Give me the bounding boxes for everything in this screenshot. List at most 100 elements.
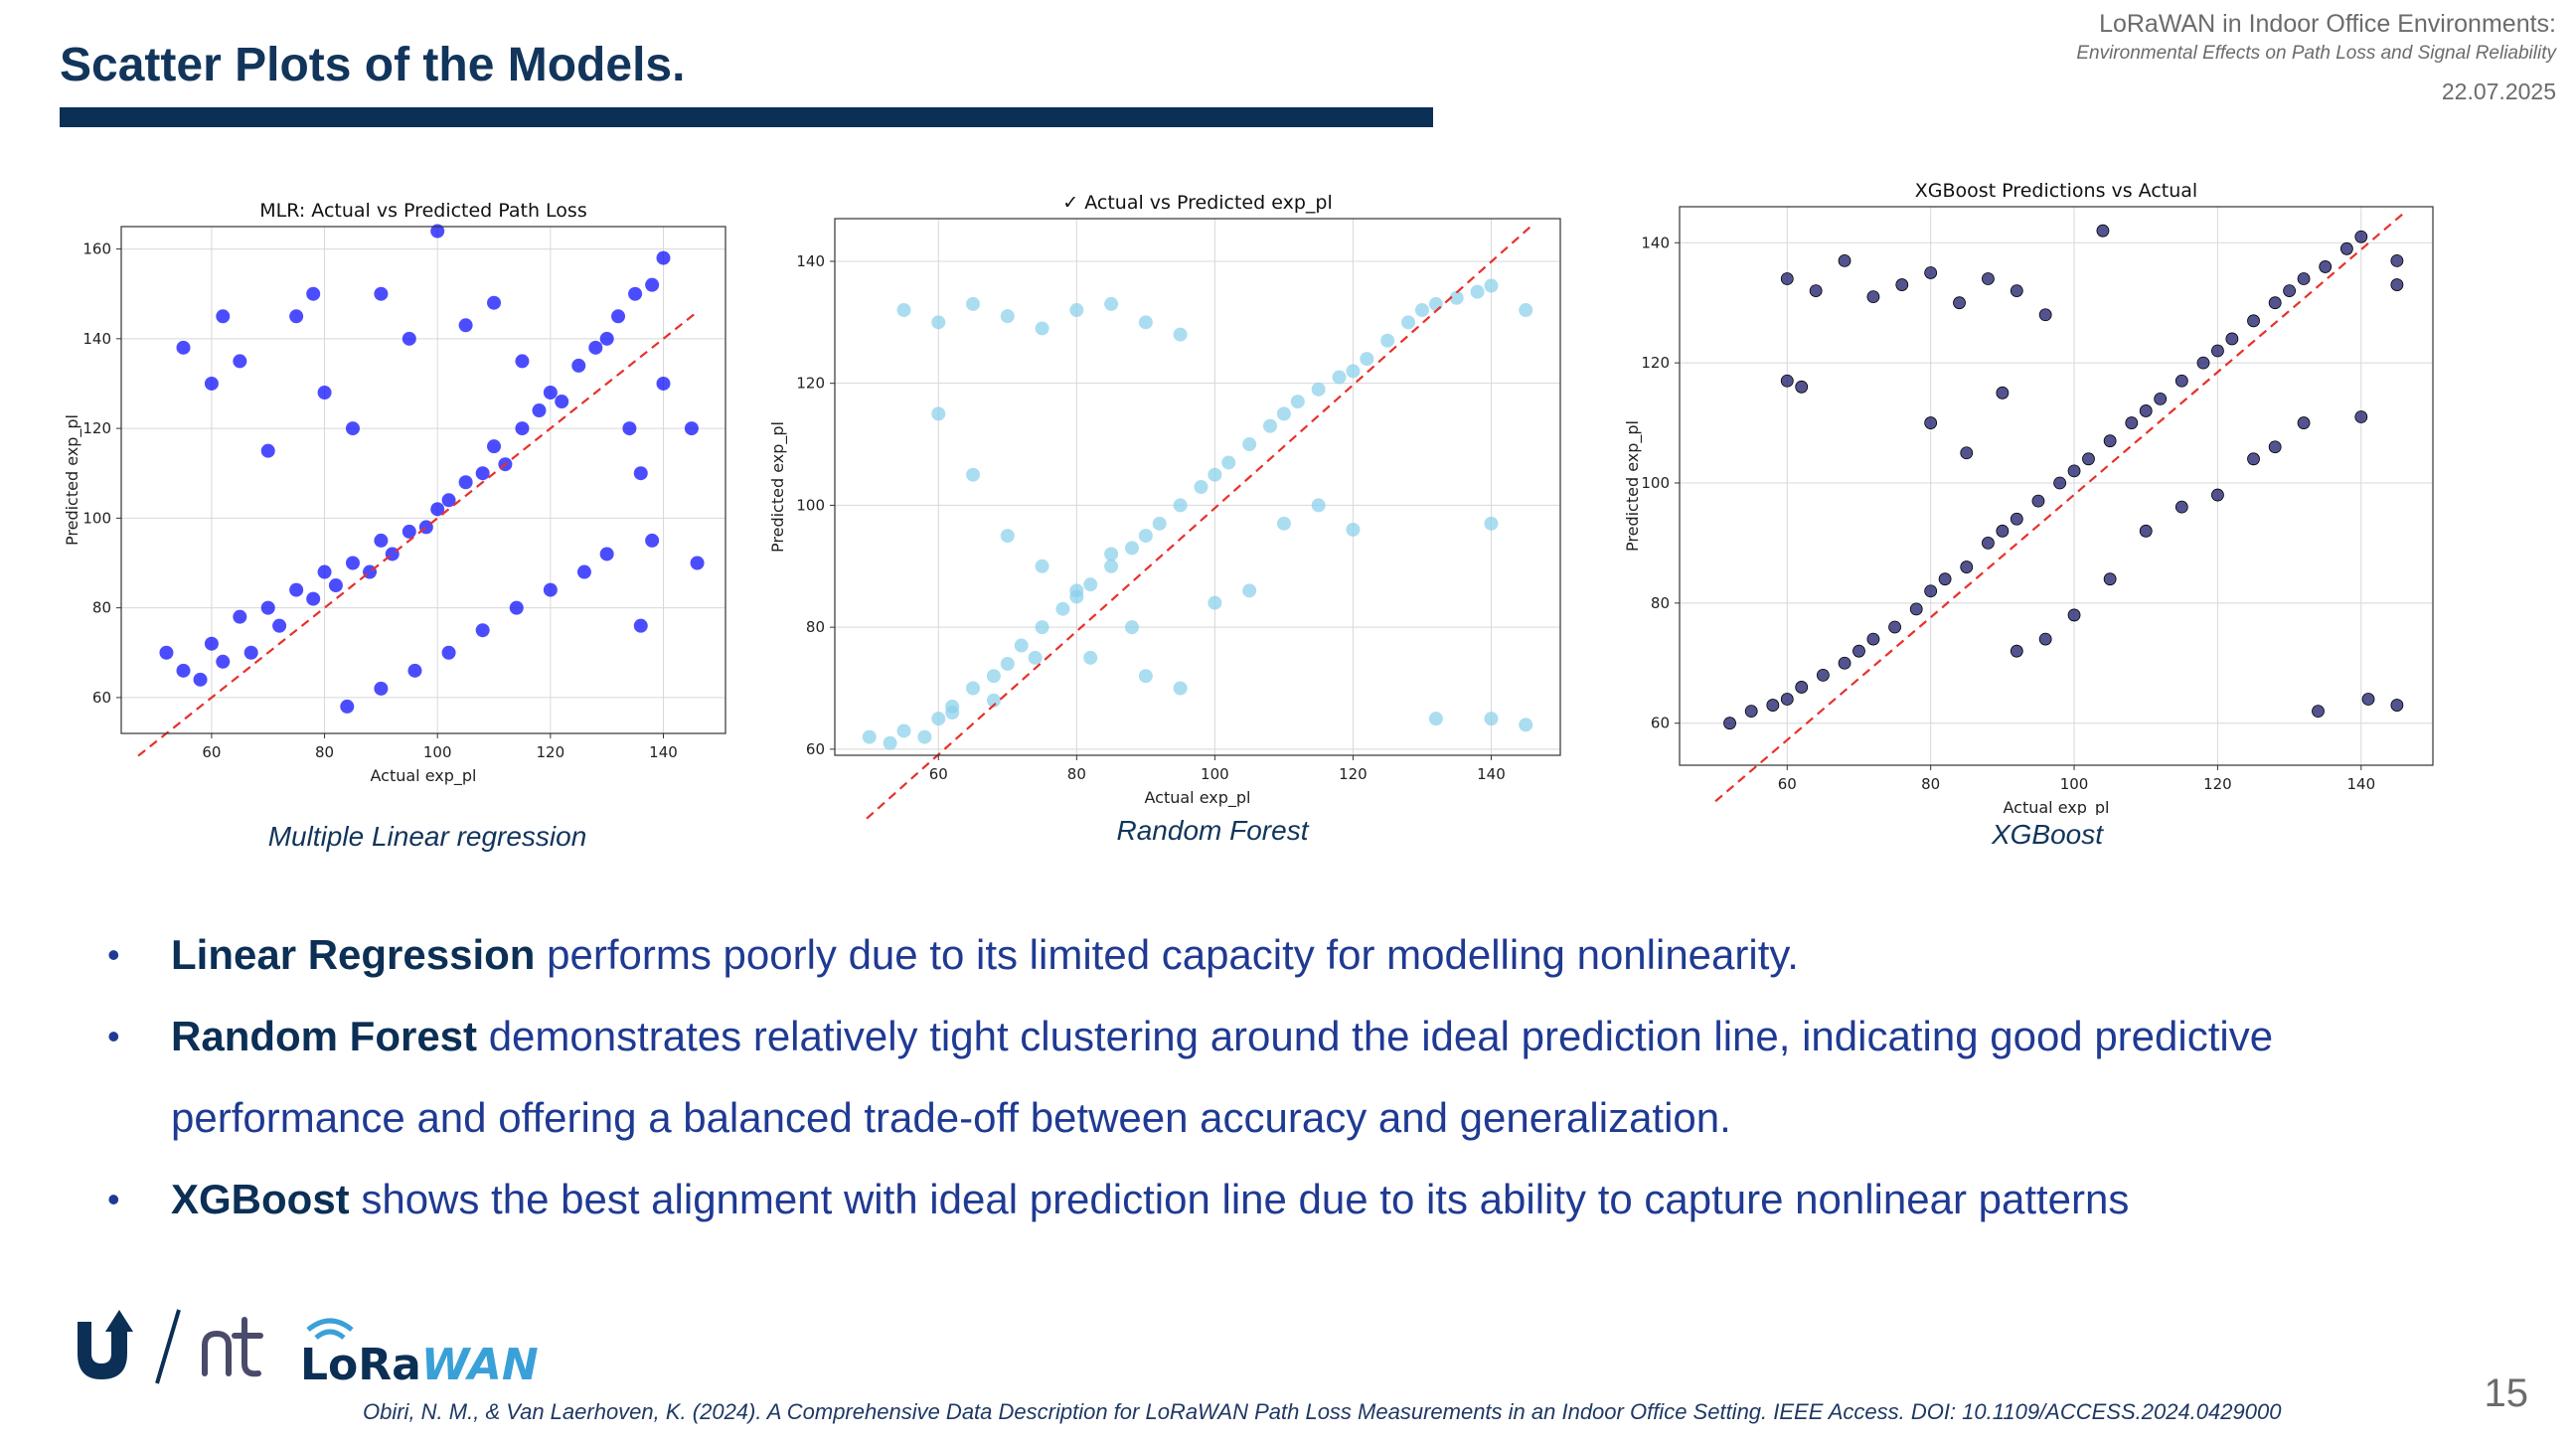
chart-svg: 60 80 100 120 140 60 80 100 120 140 160 MLR: Actual… (63, 200, 726, 786)
y-tick-label: 100 (1641, 474, 1670, 492)
scatter-point (2390, 278, 2404, 291)
scatter-point (2354, 410, 2368, 423)
scatter-point (374, 286, 389, 301)
scatter-point (555, 395, 569, 409)
scatter-point (2010, 644, 2023, 658)
scatter-point (1996, 524, 2010, 538)
scatter-point (1960, 561, 1974, 573)
scatter-point (340, 699, 355, 714)
chart-title: MLR: Actual vs Predicted Path Loss (259, 200, 586, 222)
scatter-point (2174, 374, 2188, 388)
scatter-point (931, 712, 946, 726)
bullet-list: • Linear Regression performs poorly due … (99, 914, 2504, 1240)
y-tick-label: 100 (796, 496, 825, 514)
scatter-point (193, 672, 208, 687)
scatter-point (1780, 272, 1794, 285)
scatter-point (2339, 241, 2353, 255)
y-tick-label: 140 (796, 252, 825, 270)
scatter-point (430, 224, 445, 239)
y-tick-label: 80 (92, 599, 111, 617)
x-axis-label: Actual exp_pl (371, 766, 477, 786)
scatter-point (2211, 488, 2224, 502)
scatter-point (1083, 577, 1098, 592)
scatter-point (1960, 446, 1974, 460)
scatter-point (2247, 452, 2260, 466)
scatter-point (1766, 699, 1780, 712)
scatter-point (2103, 572, 2117, 586)
university-logo-icon (78, 1310, 133, 1379)
scatter-point (1000, 656, 1015, 671)
scatter-point (317, 564, 332, 579)
scatter-point (430, 502, 445, 517)
scatter-point (633, 466, 648, 481)
scatter-point (1104, 547, 1119, 561)
scatter-point (1311, 382, 1326, 397)
scatter-point (2038, 632, 2052, 646)
scatter-point (1000, 309, 1015, 324)
scatter-point (458, 318, 473, 333)
plot-frame (120, 226, 726, 734)
scatter-point (1866, 290, 1880, 304)
scatter-point (1242, 437, 1257, 452)
scatter-point (1996, 386, 2010, 400)
x-tick-label: 140 (1477, 765, 1506, 783)
scatter-point (1852, 644, 1865, 658)
scatter-point (588, 340, 603, 355)
scatter-point (1780, 693, 1794, 706)
lab-logo-icon (202, 1317, 263, 1377)
bullet-item: • Random Forest demonstrates relatively … (99, 996, 2504, 1159)
scatter-point (1138, 669, 1153, 684)
x-tick-label: 100 (423, 743, 452, 761)
bullet-marker: • (107, 1179, 120, 1219)
scatter-point (1035, 321, 1049, 336)
x-tick-label: 100 (1201, 765, 1229, 783)
scatter-point (475, 466, 490, 481)
scatter-point (2225, 332, 2239, 346)
scatter-point (599, 547, 614, 561)
scatter-point (1380, 333, 1395, 348)
scatter-point (487, 295, 502, 310)
scatter-point (917, 729, 932, 744)
scatter-point (2247, 314, 2260, 328)
scatter-point (1173, 681, 1188, 696)
scatter-point (966, 467, 981, 482)
scatter-point (1290, 395, 1305, 409)
scatter-point (2082, 452, 2095, 466)
scatter-point (441, 645, 456, 660)
scatter-point (1055, 601, 1070, 616)
scatter-point (345, 421, 360, 436)
scatter-point (402, 331, 416, 346)
scatter-point (1360, 352, 1374, 367)
scatter-point (645, 277, 660, 292)
scatter-point (1895, 278, 1909, 291)
scatter-point (1866, 632, 1880, 646)
x-tick-label: 120 (1339, 765, 1368, 783)
x-tick-label: 60 (1778, 775, 1797, 793)
bullet-body: performs poorly due to its limited capac… (535, 931, 1799, 978)
scatter-point (2067, 608, 2081, 622)
scatter-point (1028, 650, 1043, 665)
bullet-body: shows the best alignment with ideal pred… (349, 1176, 2130, 1222)
scatter-point (306, 286, 321, 301)
x-tick-label: 100 (2060, 775, 2089, 793)
scatter-point (1311, 498, 1326, 513)
scatter-point (1138, 315, 1153, 330)
scatter-point (1484, 516, 1499, 531)
scatter-point (2297, 272, 2311, 285)
bullet-bold: XGBoost (171, 1176, 350, 1222)
bullet-text: Random Forest demonstrates relatively ti… (171, 996, 2504, 1159)
scatter-point (2125, 416, 2139, 429)
scatter-point (1780, 374, 1794, 388)
caption-mlr: Multiple Linear regression (267, 821, 587, 852)
scatter-point (1428, 712, 1443, 726)
bullet-marker: • (107, 1016, 120, 1056)
scatter-point (2174, 500, 2188, 514)
scatter-point (176, 340, 191, 355)
random-forest-scatter-chart: 60 80 100 120 140 60 80 100 120 140 ✓ Actual vs Pr… (765, 184, 1580, 820)
chart-svg: 60 80 100 120 140 60 80 100 120 140 ✓ Actual vs Pr… (768, 192, 1561, 820)
scatter-point (1982, 537, 1995, 550)
scatter-point (407, 663, 422, 678)
scatter-point (1242, 583, 1257, 598)
scatter-point (1414, 303, 1429, 318)
scatter-point (931, 315, 946, 330)
